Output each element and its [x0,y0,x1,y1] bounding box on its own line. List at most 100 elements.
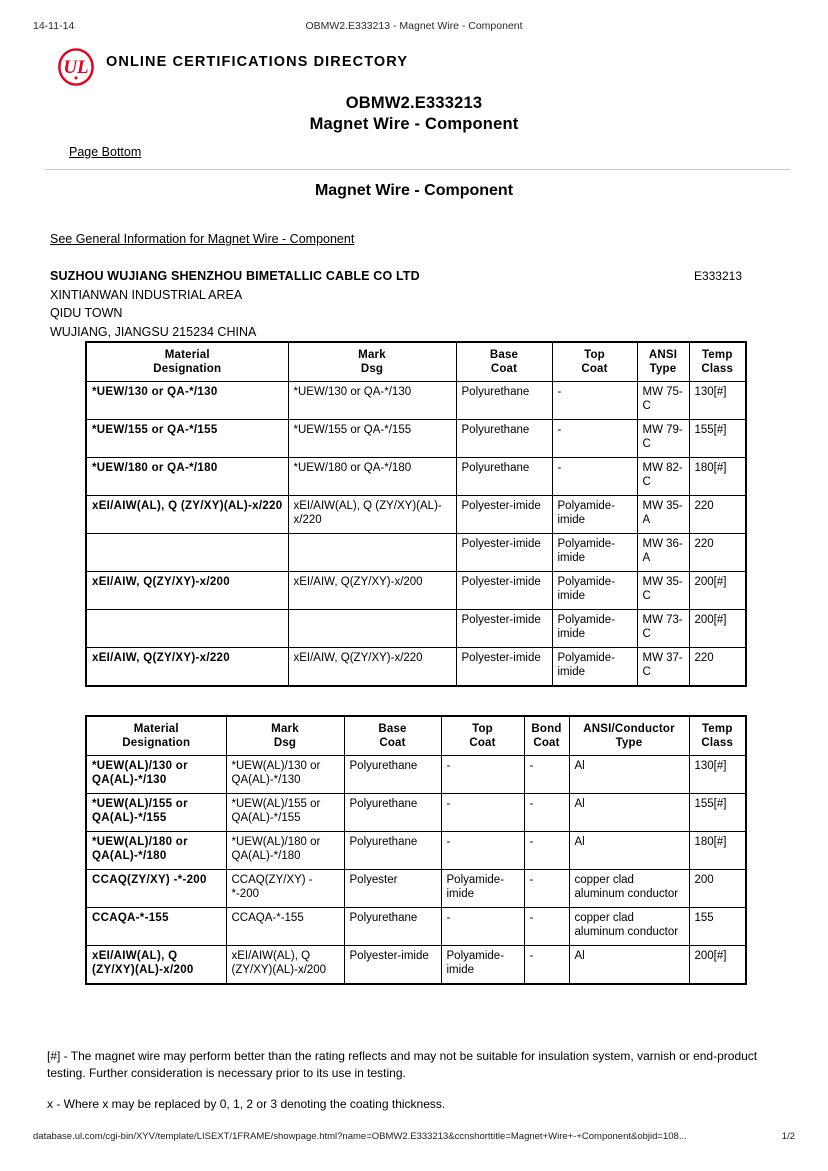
cell-material-designation: xEI/AIW(AL), Q (ZY/XY)(AL)-x/220 [85,495,289,534]
table-row: *UEW/180 or QA-*/180 *UEW/180 or QA-*/18… [85,457,747,496]
cell-temp-class: 200 [688,869,747,908]
header-line: Type [649,363,677,375]
cell-material-designation: CCAQA-*-155 [85,907,227,946]
page-footer: database.ul.com/cgi-bin/XYV/template/LIS… [33,1131,795,1147]
header-line: ANSI [648,349,678,361]
company-block: SUZHOU WUJIANG SHENZHOU BIMETALLIC CABLE… [50,267,790,341]
cell-top-coat: - [440,793,525,832]
cell-material-designation: xEI/AIW(AL), Q (ZY/XY)(AL)-x/200 [85,945,227,984]
cell-base-coat: Polyurethane [343,793,442,832]
cell-bond-coat: - [523,869,570,908]
print-date: 14-11-14 [33,20,75,32]
footer-page-number: 1/2 [781,1131,795,1142]
table-row: CCAQ(ZY/XY) -*-200 CCAQ(ZY/XY) -*-200 Po… [85,869,747,908]
cell-temp-class: 220 [688,533,747,572]
cell-top-coat: Polyamide-imide [440,869,525,908]
column-header-material-designation: Material Designation [85,341,289,382]
cell-base-coat: Polyester-imide [455,609,553,648]
header-line: Class [701,737,734,749]
header-line: Base [489,349,519,361]
cell-mark-dsg [287,533,457,572]
header-line: Top [472,723,493,735]
table-row: xEI/AIW(AL), Q (ZY/XY)(AL)-x/200 xEI/AIW… [85,945,747,984]
cell-ansi-type: MW 73-C [636,609,690,648]
cell-bond-coat: - [523,831,570,870]
cell-bond-coat: - [523,793,570,832]
table-row: CCAQA-*-155 CCAQA-*-155 Polyurethane - -… [85,907,747,946]
cell-base-coat: Polyester-imide [455,495,553,534]
column-header-temp-class: Temp Class [688,715,747,756]
table-header-row: Material Designation Mark Dsg Base Coat … [85,341,747,382]
table-row: *UEW(AL)/130 or QA(AL)-*/130 *UEW(AL)/13… [85,755,747,794]
column-header-temp-class: Temp Class [688,341,747,382]
cell-top-coat: Polyamide-imide [551,609,638,648]
cell-base-coat: Polyurethane [455,381,553,420]
magnet-wire-table-copper: Material Designation Mark Dsg Base Coat … [85,341,747,687]
cell-bond-coat: - [523,945,570,984]
cell-ansi-conductor-type: Al [568,831,690,870]
cell-top-coat: Polyamide-imide [551,571,638,610]
ul-logo-icon: UL [57,48,95,86]
cell-base-coat: Polyester-imide [455,533,553,572]
svg-text:UL: UL [63,57,88,78]
cell-material-designation: *UEW/130 or QA-*/130 [85,381,289,420]
cell-top-coat: Polyamide-imide [551,533,638,572]
file-number: E333213 [693,269,742,283]
section-title: Magnet Wire - Component [314,182,514,199]
general-information-link[interactable]: See General Information for Magnet Wire … [50,232,355,246]
header-line: Temp [701,723,733,735]
header-line: Material [133,723,179,735]
header-line: Type [615,737,643,749]
column-header-ansi-conductor-type: ANSI/Conductor Type [568,715,690,756]
cell-top-coat: - [440,755,525,794]
cell-temp-class: 220 [688,647,747,686]
column-header-mark-dsg: Mark Dsg [225,715,345,756]
header-line: Coat [533,737,560,749]
cell-material-designation: *UEW/180 or QA-*/180 [85,457,289,496]
company-address-line: QIDU TOWN [50,306,123,320]
cell-temp-class: 180[#] [688,831,747,870]
table-row: *UEW(AL)/180 or QA(AL)-*/180 *UEW(AL)/18… [85,831,747,870]
cell-ansi-conductor-type: copper clad aluminum conductor [568,869,690,908]
magnet-wire-table-aluminum: Material Designation Mark Dsg Base Coat … [85,715,747,985]
footnote-hash: [#] - The magnet wire may perform better… [47,1049,758,1080]
column-header-material-designation: Material Designation [85,715,227,756]
header-line: Mark [358,349,386,361]
header-line: Temp [701,349,733,361]
cell-mark-dsg: CCAQ(ZY/XY) -*-200 [225,869,345,908]
header-line: Dsg [360,363,384,375]
page-title-line1: OBMW2.E333213 [345,94,483,112]
cell-top-coat: Polyamide-imide [551,647,638,686]
column-header-base-coat: Base Coat [455,341,553,382]
cell-temp-class: 155[#] [688,419,747,458]
brand-divider [50,74,790,76]
cell-base-coat: Polyester [343,869,442,908]
cell-ansi-type: MW 75-C [636,381,690,420]
cell-ansi-type: MW 36-A [636,533,690,572]
header-line: Material [164,349,210,361]
cell-top-coat: - [551,381,638,420]
cell-base-coat: Polyurethane [455,457,553,496]
page-bottom-link[interactable]: Page Bottom [69,145,142,159]
company-name: SUZHOU WUJIANG SHENZHOU BIMETALLIC CABLE… [50,269,420,283]
cell-base-coat: Polyurethane [343,831,442,870]
cell-base-coat: Polyurethane [343,755,442,794]
footer-url: database.ul.com/cgi-bin/XYV/template/LIS… [33,1131,687,1142]
cell-base-coat: Polyester-imide [455,571,553,610]
cell-ansi-conductor-type: Al [568,793,690,832]
cell-mark-dsg: *UEW/155 or QA-*/155 [287,419,457,458]
header-line: Class [701,363,734,375]
footnote-x: x - Where x may be replaced by 0, 1, 2 o… [47,1097,446,1111]
cell-bond-coat: - [523,907,570,946]
page-title-line2: Magnet Wire - Component [309,115,519,133]
cell-top-coat: Polyamide-imide [440,945,525,984]
cell-material-designation: CCAQ(ZY/XY) -*-200 [85,869,227,908]
cell-material-designation: *UEW/155 or QA-*/155 [85,419,289,458]
table-row: *UEW/130 or QA-*/130 *UEW/130 or QA-*/13… [85,381,747,420]
table-row: *UEW(AL)/155 or QA(AL)-*/155 *UEW(AL)/15… [85,793,747,832]
cell-top-coat: - [440,907,525,946]
cell-bond-coat: - [523,755,570,794]
header-line: Mark [271,723,299,735]
column-header-mark-dsg: Mark Dsg [287,341,457,382]
